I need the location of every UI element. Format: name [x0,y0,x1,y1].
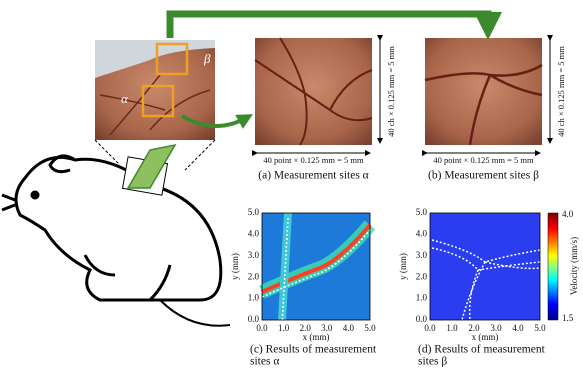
y-tick-label: 4.0 [248,228,260,238]
y-tick-label: 1.0 [416,293,428,303]
width-label: 40 point × 0.125 mm = 5 mm [263,155,364,165]
x-tick-label: 0.0 [256,323,268,333]
x-tick-label: 1.0 [446,323,458,333]
y-tick-label: 2.0 [416,271,428,281]
heatmap [430,213,540,320]
x-tick-label: 1.0 [278,323,290,333]
width-label: 40 point × 0.125 mm = 5 mm [433,155,534,165]
y-tick-label: 5.0 [416,207,428,217]
x-tick-label: 4.0 [512,323,524,333]
caption: (d) Results of measurement [418,344,546,356]
caption: sites α [250,356,279,368]
y-tick-label: 4.0 [416,228,428,238]
caption: (c) Results of measurement [250,344,377,356]
y-axis-label: y (mm) [398,253,408,280]
site-label: α [121,91,129,106]
flow-arrow [170,14,488,38]
heatmap [262,213,370,325]
y-tick-label: 1.0 [248,293,260,303]
tissue-photo: β α [95,40,215,140]
x-axis-label: x (mm) [303,332,330,342]
x-tick-label: 4.0 [343,323,355,333]
caption: sites β [418,356,447,368]
x-tick-label: 5.0 [534,323,546,333]
colorbar [548,213,558,320]
x-tick-label: 5.0 [364,323,376,333]
x-axis-label: x (mm) [472,332,499,342]
y-tick-label: 5.0 [248,207,260,217]
caption: (b) Measurement sites β [428,170,539,182]
mouse-drawing [2,140,230,326]
height-label: 40 ch × 0.125 mm = 5 mm [386,46,396,137]
colorbar-max: 4.0 [562,209,574,219]
site-image [255,38,372,145]
caption: (a) Measurement sites α [258,170,368,182]
site-image [425,38,542,145]
y-tick-label: 2.0 [248,271,260,281]
y-tick-label: 3.0 [248,250,260,260]
figure: β α 4.0 1.5 Velocity (mm/s) 40 ch × 0.12… [0,0,583,370]
y-axis-label: y (mm) [230,253,240,280]
colorbar-min: 1.5 [562,313,574,323]
site-label: β [203,51,211,66]
height-label: 40 ch × 0.125 mm = 5 mm [556,46,566,137]
x-tick-label: 0.0 [424,323,436,333]
colorbar-label: Velocity (mm/s) [569,237,579,295]
y-tick-label: 3.0 [416,250,428,260]
